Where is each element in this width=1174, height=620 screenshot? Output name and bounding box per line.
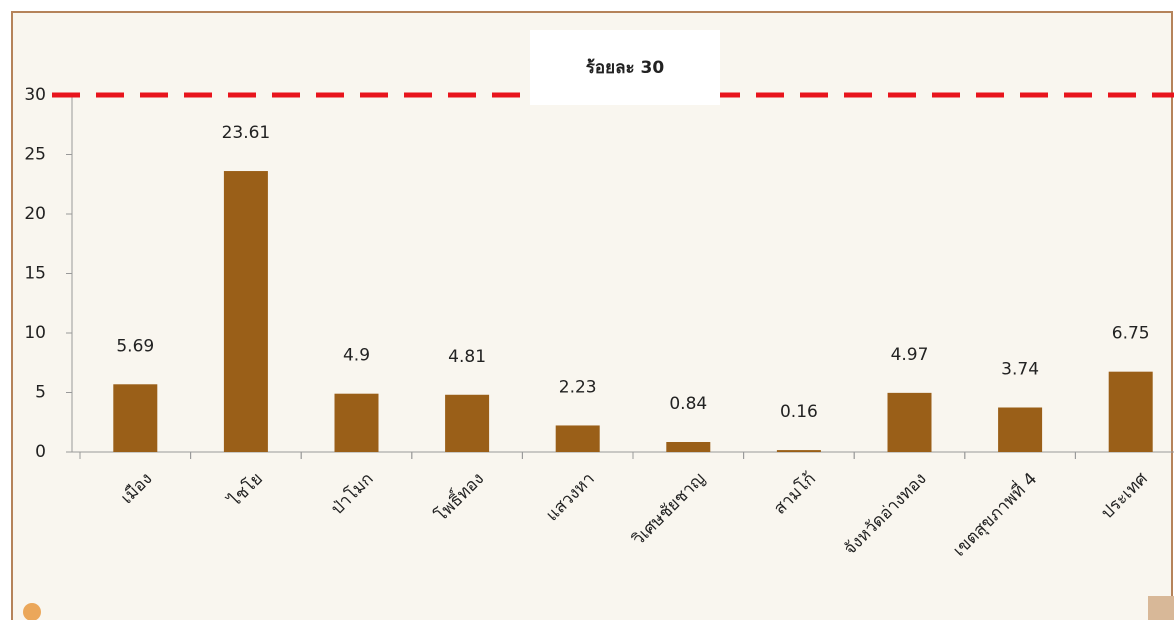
value-label: 3.74 xyxy=(1001,359,1039,379)
value-label: 4.9 xyxy=(343,346,370,366)
bar xyxy=(555,425,600,452)
y-tick-label: 30 xyxy=(24,85,46,105)
bar xyxy=(887,392,932,452)
y-tick-label: 0 xyxy=(35,442,46,462)
bar xyxy=(445,394,490,452)
bar xyxy=(113,384,158,452)
value-label: 6.75 xyxy=(1112,324,1150,344)
value-label: 4.81 xyxy=(448,347,486,367)
value-label: 0.16 xyxy=(780,402,818,422)
value-label: 0.84 xyxy=(669,394,707,414)
y-tick-label: 25 xyxy=(24,145,46,165)
bar xyxy=(334,393,379,452)
bar xyxy=(776,450,821,452)
bar xyxy=(1108,371,1153,452)
bar xyxy=(223,171,268,452)
frame xyxy=(11,11,1173,620)
y-tick-label: 15 xyxy=(24,264,46,284)
decoration-square xyxy=(1148,596,1174,620)
bar xyxy=(666,442,711,452)
y-tick-label: 5 xyxy=(35,383,46,403)
value-label: 4.97 xyxy=(891,345,929,365)
decoration-dot xyxy=(23,603,41,620)
y-tick-label: 10 xyxy=(24,323,46,343)
reference-label: ร้อยละ 30 xyxy=(586,58,665,78)
value-label: 23.61 xyxy=(222,123,271,143)
value-label: 5.69 xyxy=(116,336,154,356)
bar xyxy=(998,407,1043,452)
value-label: 2.23 xyxy=(559,377,597,397)
y-tick-label: 20 xyxy=(24,204,46,224)
reference-label-box xyxy=(530,30,720,105)
